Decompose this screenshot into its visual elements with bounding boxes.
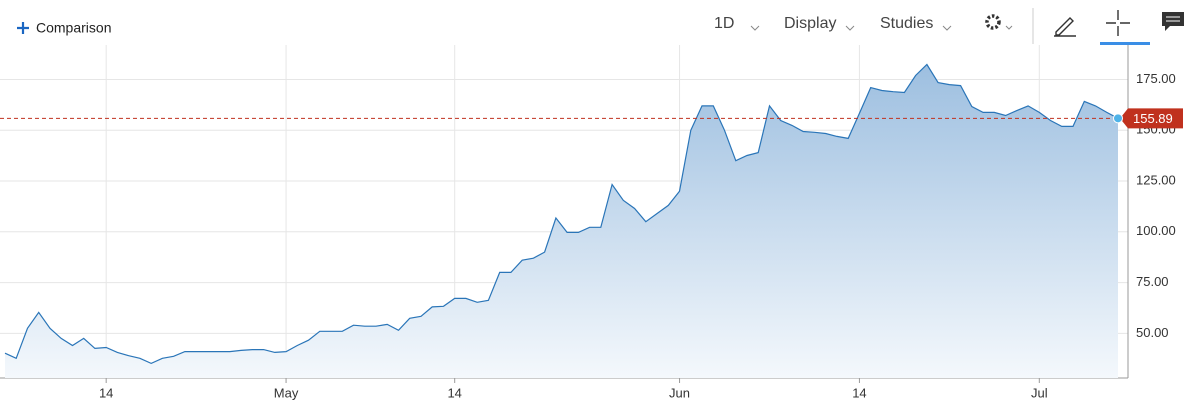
settings-icon[interactable] [985, 14, 1013, 30]
chevron [845, 25, 855, 31]
last-point [1113, 113, 1123, 124]
x-tick-label: 14 [99, 385, 113, 400]
last-price-badge [1120, 108, 1183, 129]
y-tick-label: 100.00 [1136, 223, 1176, 238]
plus-icon[interactable] [17, 22, 29, 34]
toolbar: Comparison 1D Display Studies [17, 8, 1184, 45]
y-tick-label: 175.00 [1136, 71, 1176, 86]
x-tick-label: 14 [852, 385, 866, 400]
x-tick-label: Jul [1031, 385, 1048, 400]
interval-button[interactable]: 1D [714, 15, 734, 32]
y-tick-label: 125.00 [1136, 172, 1176, 187]
comment-lines [1166, 16, 1180, 22]
x-tick-label: Jun [669, 385, 690, 400]
y-tick-label: 50.00 [1136, 325, 1169, 340]
chevron [750, 25, 760, 31]
x-tick-label: 14 [447, 385, 461, 400]
area-fill [5, 64, 1118, 378]
x-tick-label: May [274, 385, 299, 400]
display-button[interactable]: Display [784, 15, 836, 32]
comparison-button[interactable]: Comparison [36, 20, 111, 36]
price-line [4, 63, 1119, 365]
studies-button[interactable]: Studies [880, 15, 933, 32]
last-price-label: 155.89 [1133, 111, 1173, 126]
chevron [942, 25, 952, 31]
y-tick-label: 75.00 [1136, 274, 1169, 289]
active-indicator [1100, 42, 1150, 45]
crosshair-icon[interactable] [1106, 10, 1130, 36]
draw-icon[interactable] [1054, 17, 1076, 37]
